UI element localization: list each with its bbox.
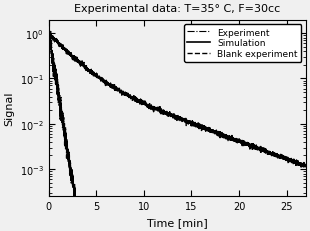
Simulation	[304, 165, 308, 168]
Simulation	[299, 163, 303, 166]
Experiment	[47, 31, 51, 34]
Simulation	[157, 109, 160, 112]
Simulation	[47, 33, 51, 36]
Simulation	[76, 61, 80, 63]
Experiment	[271, 153, 275, 156]
Experiment	[91, 76, 95, 79]
Blank experiment	[64, 130, 67, 132]
Line: Experiment: Experiment	[49, 32, 306, 168]
Line: Simulation: Simulation	[49, 34, 306, 167]
Blank experiment	[52, 66, 56, 69]
Blank experiment	[68, 165, 72, 168]
Experiment	[157, 109, 161, 112]
Simulation	[145, 104, 149, 107]
Experiment	[47, 33, 51, 36]
Legend: Experiment, Simulation, Blank experiment: Experiment, Simulation, Blank experiment	[184, 25, 301, 63]
Experiment	[299, 164, 303, 167]
Blank experiment	[66, 147, 70, 149]
Experiment	[304, 163, 308, 165]
Experiment	[146, 103, 149, 106]
X-axis label: Time [min]: Time [min]	[147, 217, 208, 227]
Blank experiment	[54, 80, 58, 82]
Simulation	[91, 73, 95, 76]
Blank experiment	[72, 200, 76, 202]
Blank experiment	[60, 110, 64, 113]
Experiment	[76, 59, 80, 62]
Title: Experimental data: T=35° C, F=30cc: Experimental data: T=35° C, F=30cc	[74, 4, 280, 14]
Blank experiment	[47, 28, 51, 31]
Simulation	[271, 153, 275, 156]
Blank experiment	[75, 200, 79, 202]
Blank experiment	[47, 31, 51, 34]
Line: Blank experiment: Blank experiment	[49, 30, 77, 201]
Experiment	[303, 167, 307, 169]
Y-axis label: Signal: Signal	[4, 91, 14, 126]
